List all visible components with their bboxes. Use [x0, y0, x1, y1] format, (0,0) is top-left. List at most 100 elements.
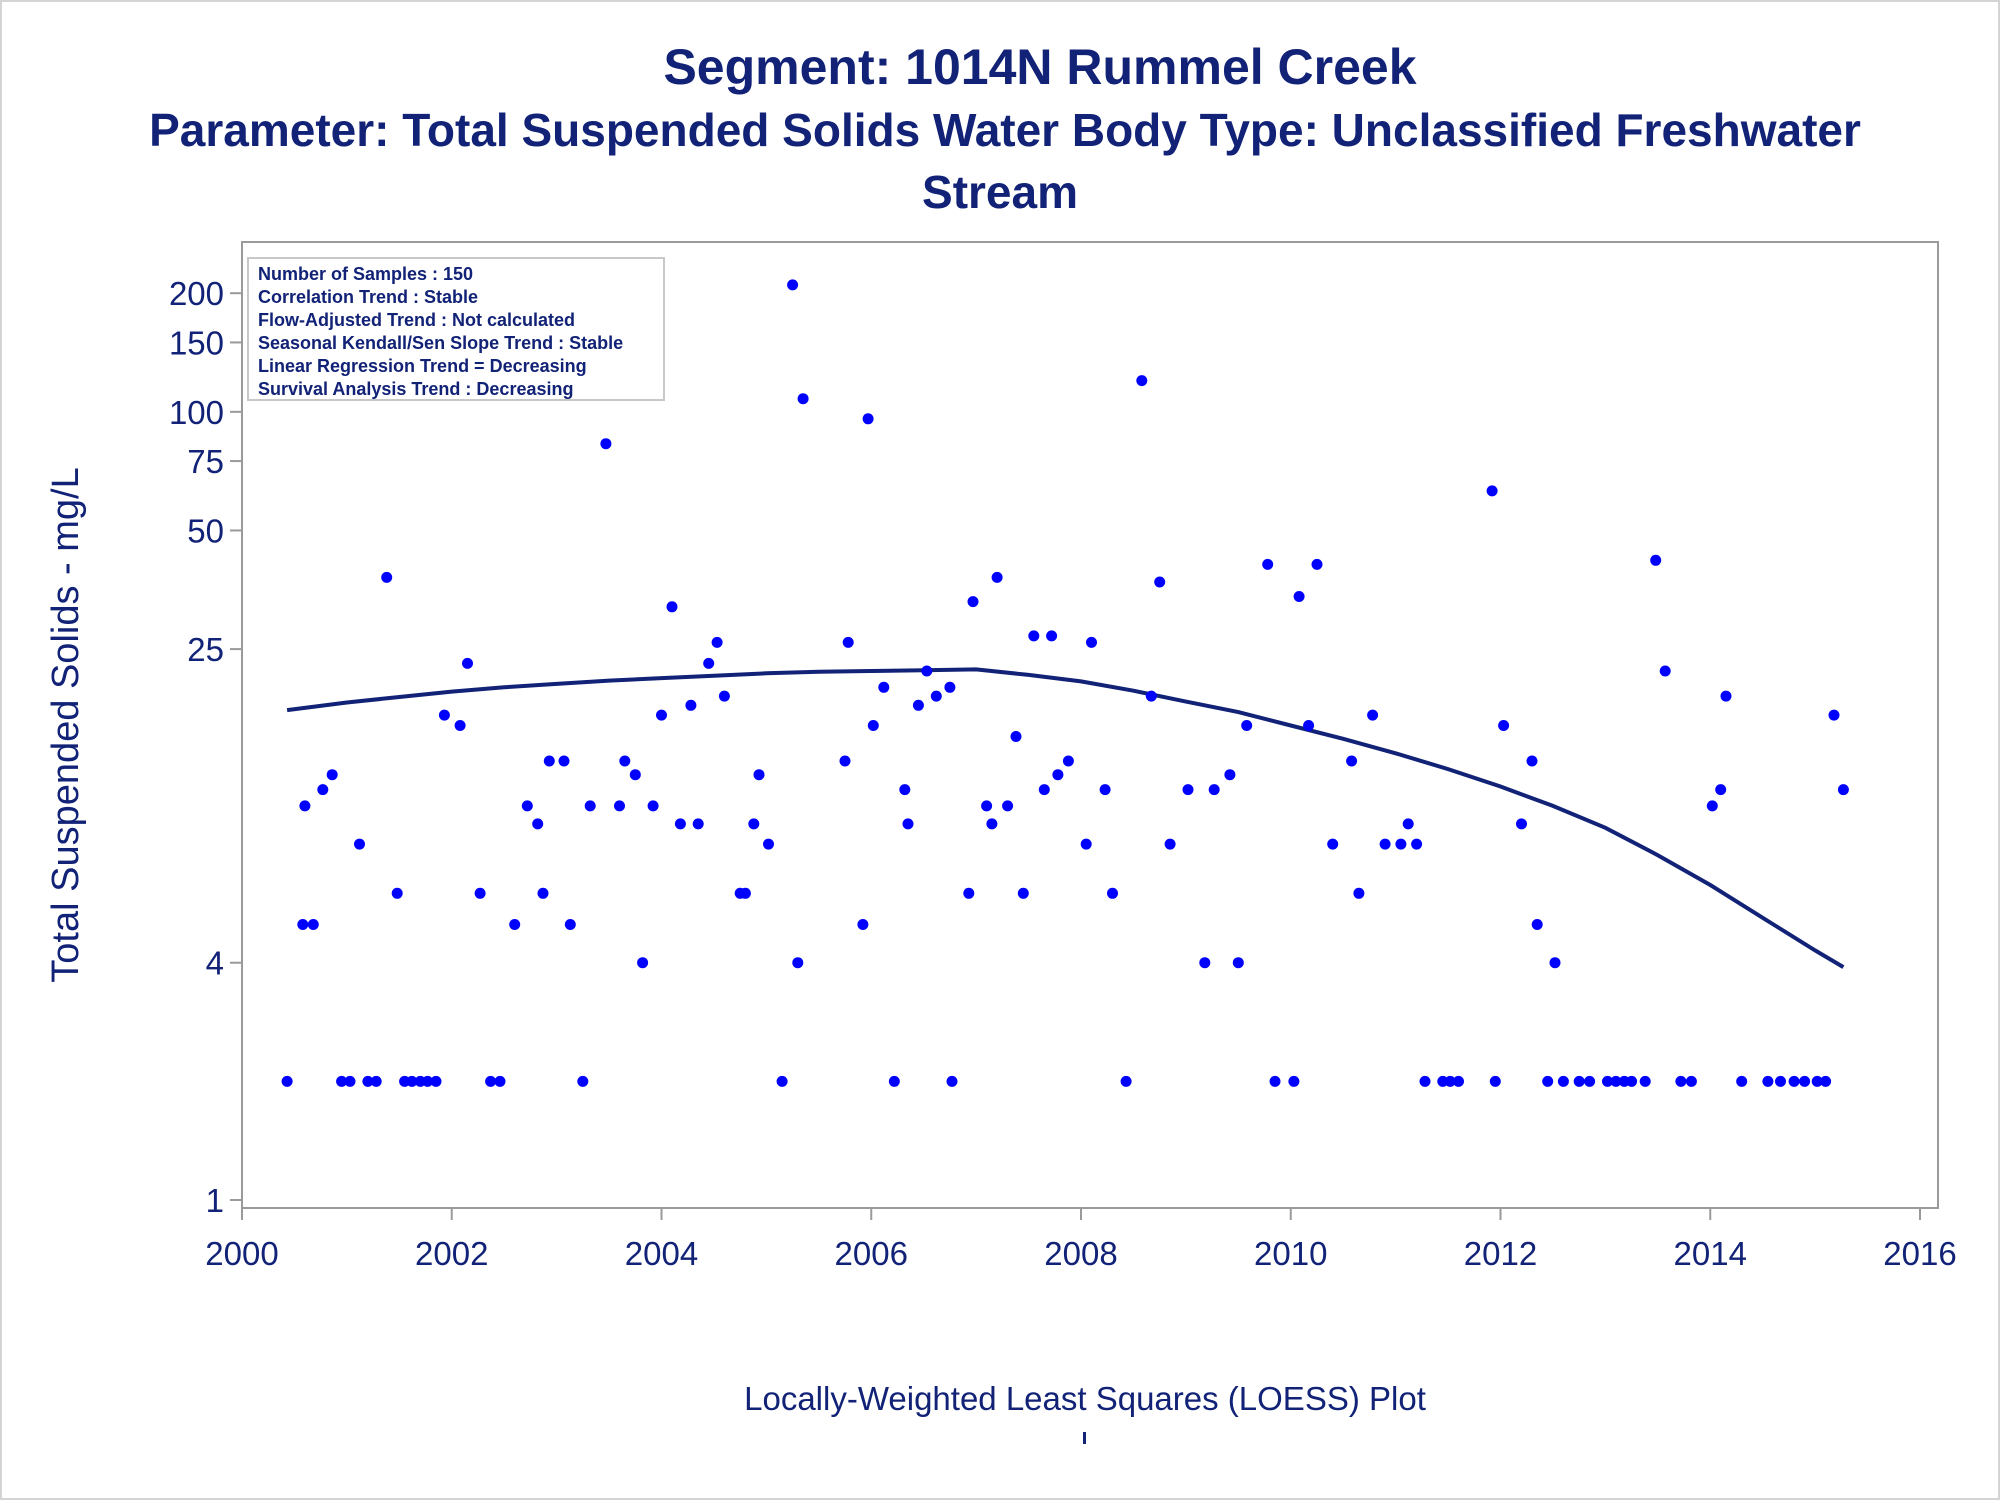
data-point [711, 636, 723, 648]
data-point [336, 1075, 348, 1087]
data-point [307, 919, 319, 930]
data-point [1241, 720, 1253, 731]
y-axis-label: Total Suspended Solids - mg/L [45, 467, 87, 982]
data-point [902, 818, 914, 830]
data-point [842, 636, 854, 648]
data-point [1811, 1075, 1823, 1087]
data-point [537, 887, 549, 899]
footnote: Locally-Weighted Least Squares (LOESS) P… [744, 1380, 1426, 1417]
data-point [564, 919, 576, 930]
data-point [1788, 1075, 1800, 1087]
data-point [438, 709, 450, 721]
data-point [1837, 784, 1849, 796]
data-point [1675, 1075, 1687, 1087]
data-point [787, 279, 799, 291]
x-tick-label: 2004 [625, 1235, 698, 1272]
data-point [862, 413, 874, 425]
data-point [1828, 709, 1840, 721]
data-point [614, 800, 625, 812]
data-point [963, 887, 975, 899]
data-point [344, 1075, 356, 1087]
data-point [718, 690, 730, 702]
data-point [391, 887, 403, 899]
data-point [584, 800, 596, 812]
data-point [532, 818, 544, 830]
data-point [629, 769, 641, 781]
data-point [867, 720, 879, 731]
data-point [797, 393, 809, 405]
data-point [912, 699, 924, 711]
data-point [839, 755, 851, 767]
data-point [430, 1075, 442, 1087]
chart-subtitle-continued: Stream [922, 166, 1078, 218]
data-point [1269, 1075, 1281, 1087]
y-tick-label: 25 [187, 631, 224, 668]
data-point [1799, 1075, 1811, 1087]
stats-line: Survival Analysis Trend : Decreasing [258, 379, 573, 399]
data-point [619, 755, 631, 767]
data-point [1086, 636, 1097, 648]
data-point [600, 438, 612, 450]
data-point [1010, 731, 1022, 742]
stats-line: Seasonal Kendall/Sen Slope Trend : Stabl… [258, 333, 623, 353]
data-point [1182, 784, 1194, 796]
y-tick-label: 150 [169, 324, 224, 361]
data-point [1120, 1075, 1132, 1087]
data-point [1542, 1075, 1554, 1087]
data-point [494, 1075, 506, 1087]
chart-title: Segment: 1014N Rummel Creek [663, 39, 1417, 95]
data-point [1046, 630, 1058, 642]
x-tick-label: 2014 [1674, 1235, 1747, 1272]
y-tick-label: 50 [187, 512, 224, 549]
data-point [692, 818, 704, 830]
x-tick-label: 2002 [415, 1235, 488, 1272]
data-point [888, 1075, 900, 1087]
data-point [1136, 375, 1148, 387]
data-point [1584, 1075, 1596, 1087]
data-point [1379, 838, 1391, 850]
data-point [1531, 919, 1543, 930]
data-point [1107, 887, 1118, 899]
data-point [1262, 558, 1274, 570]
data-point [1486, 485, 1498, 497]
data-point [1444, 1075, 1456, 1087]
data-point [1411, 838, 1423, 850]
data-point [370, 1075, 382, 1087]
loess-line [286, 667, 1845, 969]
y-tick-label: 100 [169, 394, 224, 431]
data-point [422, 1075, 434, 1087]
data-point [1610, 1075, 1622, 1087]
data-point [792, 957, 804, 969]
data-point [354, 838, 365, 850]
data-point [1311, 558, 1323, 570]
data-point [1038, 784, 1050, 796]
x-tick-label: 2016 [1883, 1235, 1956, 1272]
data-point [1557, 1075, 1569, 1087]
data-point [1498, 720, 1510, 731]
data-point [944, 681, 956, 693]
data-point [1145, 690, 1157, 702]
data-point [991, 571, 1003, 583]
y-tick-label: 75 [187, 443, 224, 480]
stats-box-border [247, 257, 665, 401]
data-point [1419, 1075, 1431, 1087]
data-point [1367, 709, 1379, 721]
data-point [1353, 887, 1365, 899]
data-point [1736, 1075, 1748, 1087]
stats-line: Flow-Adjusted Trend : Not calculated [258, 310, 575, 330]
data-point [1293, 591, 1305, 602]
data-point [703, 657, 715, 669]
y-tick-label: 4 [206, 945, 224, 982]
data-point [454, 720, 466, 731]
data-point [1099, 784, 1111, 796]
data-point [326, 769, 338, 781]
data-point [1017, 887, 1029, 899]
data-point [986, 818, 998, 830]
data-point [406, 1075, 418, 1087]
data-point [1327, 838, 1339, 850]
data-point [946, 1075, 958, 1087]
data-point [930, 690, 942, 702]
data-point [1626, 1075, 1638, 1087]
data-point [577, 1075, 589, 1087]
data-point [521, 800, 533, 812]
